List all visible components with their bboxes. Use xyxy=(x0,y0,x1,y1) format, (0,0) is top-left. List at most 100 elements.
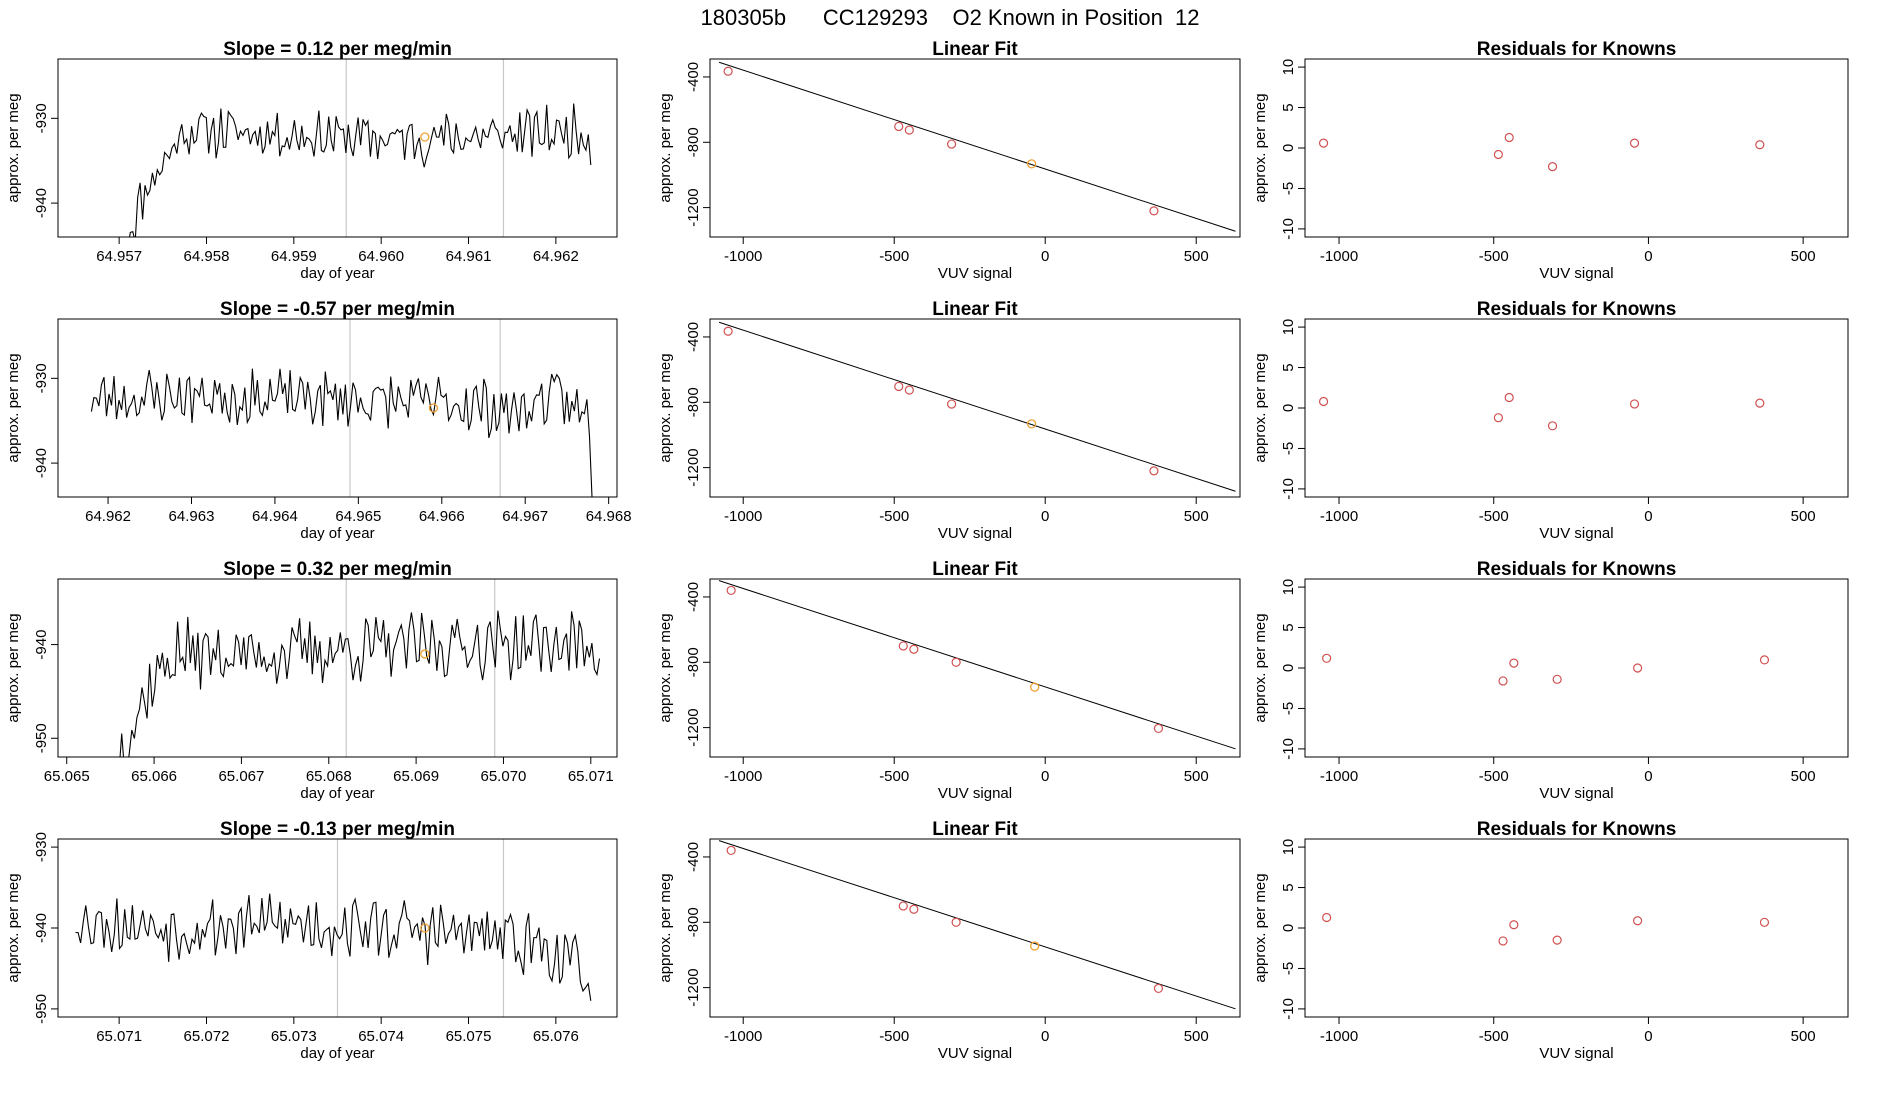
panel-title: Residuals for Knowns xyxy=(1477,39,1677,60)
y-tick-label: -800 xyxy=(685,907,702,937)
y-tick-label: -400 xyxy=(685,582,702,612)
panel-title: Slope = 0.12 per meg/min xyxy=(223,39,452,60)
x-tick-label: -1000 xyxy=(724,768,762,785)
y-tick-label: -400 xyxy=(685,322,702,352)
highlight-point xyxy=(420,649,430,659)
highlight-point xyxy=(1026,419,1037,429)
x-axis-label: VUV signal xyxy=(938,785,1012,802)
residual-point xyxy=(1498,936,1508,946)
residual-point xyxy=(1629,138,1640,148)
panel-residuals-0: Residuals for Knowns -1000 -500 0 500 10 5 0 -5 -… xyxy=(1252,39,1849,282)
highlight-point xyxy=(1029,941,1040,951)
panel-title: Residuals for Knowns xyxy=(1477,819,1677,840)
plot-area xyxy=(718,321,1236,492)
x-tick-label: 0 xyxy=(1644,508,1652,525)
panel-frame xyxy=(709,578,1241,758)
x-tick-label: 64.962 xyxy=(85,508,131,525)
residual-point xyxy=(1547,421,1558,431)
x-axis-label: VUV signal xyxy=(1539,525,1613,542)
panel-residuals-3: Residuals for Knowns -1000 -500 0 500 10 5 0 -5 -… xyxy=(1252,819,1849,1062)
x-tick-label: 500 xyxy=(1184,1028,1209,1045)
residual-point xyxy=(1633,663,1643,673)
panel-frame xyxy=(57,58,618,238)
x-tick-label: 65.072 xyxy=(184,1028,230,1045)
y-tick-label: -10 xyxy=(1280,478,1297,500)
panel-fit-1: Linear Fit -1000 -500 0 500 -400 -800 -1200 VUV … xyxy=(657,299,1241,542)
x-tick-label: 65.071 xyxy=(96,1028,142,1045)
y-tick-label: 5 xyxy=(1280,363,1297,371)
y-tick-label: 5 xyxy=(1280,103,1297,111)
y-tick-label: -930 xyxy=(33,103,50,133)
known-point xyxy=(1149,206,1159,216)
x-tick-label: 65.067 xyxy=(218,768,264,785)
x-axis-label: VUV signal xyxy=(938,265,1012,282)
series-line xyxy=(129,103,592,237)
plot-area xyxy=(1318,132,1765,172)
panel-title: Linear Fit xyxy=(932,39,1018,60)
plot-area xyxy=(1322,912,1770,946)
x-tick-label: -500 xyxy=(1479,508,1509,525)
known-point xyxy=(951,657,961,667)
panel-timeseries-2: Slope = 0.32 per meg/min 65.065 65.066 65.0… xyxy=(5,559,618,802)
y-tick-label: -940 xyxy=(33,630,50,660)
x-tick-label: 500 xyxy=(1184,248,1209,265)
x-tick-label: 500 xyxy=(1791,508,1816,525)
panel-frame xyxy=(1304,578,1849,758)
residual-point xyxy=(1498,676,1508,686)
y-tick-label: -5 xyxy=(1280,702,1297,715)
panel-frame xyxy=(57,578,618,758)
highlight-point xyxy=(1026,159,1037,169)
x-tick-label: 65.068 xyxy=(306,768,352,785)
x-tick-label: -500 xyxy=(879,248,909,265)
x-tick-label: 0 xyxy=(1041,1028,1049,1045)
fit-line xyxy=(718,61,1236,232)
panel-residuals-2: Residuals for Knowns -1000 -500 0 500 10 5 0 -5 -… xyxy=(1252,559,1849,802)
x-axis-label: VUV signal xyxy=(1539,785,1613,802)
y-tick-label: 0 xyxy=(1280,664,1297,672)
plot-area xyxy=(75,839,592,1017)
x-tick-label: 500 xyxy=(1791,248,1816,265)
y-tick-label: 10 xyxy=(1280,839,1297,856)
x-tick-label: -1000 xyxy=(1320,248,1358,265)
x-tick-label: 65.075 xyxy=(446,1028,492,1045)
y-tick-label: -1200 xyxy=(685,448,702,486)
y-tick-label: -400 xyxy=(685,842,702,872)
x-axis-label: VUV signal xyxy=(938,525,1012,542)
y-axis-label: approx. per meg xyxy=(1252,93,1269,202)
x-tick-label: 65.073 xyxy=(271,1028,317,1045)
y-tick-label: -940 xyxy=(33,448,50,478)
fit-line xyxy=(718,840,1236,1010)
x-tick-label: 0 xyxy=(1041,768,1049,785)
x-tick-label: 500 xyxy=(1791,768,1816,785)
panel-timeseries-3: Slope = -0.13 per meg/min 65.071 65.072 65.… xyxy=(5,819,618,1062)
x-axis-label: day of year xyxy=(300,785,374,802)
x-axis-label: VUV signal xyxy=(1539,265,1613,282)
y-axis-label: approx. per meg xyxy=(657,613,674,722)
x-tick-label: 64.962 xyxy=(533,248,579,265)
residual-point xyxy=(1318,396,1329,407)
known-point xyxy=(904,125,914,135)
plot-area xyxy=(119,579,601,757)
y-tick-label: 0 xyxy=(1280,924,1297,932)
y-tick-label: 5 xyxy=(1280,883,1297,891)
known-point xyxy=(1149,466,1159,476)
x-tick-label: 0 xyxy=(1644,1028,1652,1045)
residual-point xyxy=(1755,398,1765,408)
y-axis-label: approx. per meg xyxy=(657,93,674,202)
fit-line xyxy=(718,321,1236,492)
x-tick-label: 64.960 xyxy=(358,248,404,265)
y-axis-label: approx. per meg xyxy=(5,93,22,202)
x-tick-label: -500 xyxy=(1479,768,1509,785)
residual-point xyxy=(1755,140,1765,150)
x-tick-label: 64.965 xyxy=(335,508,381,525)
y-tick-label: -10 xyxy=(1280,998,1297,1020)
residual-point xyxy=(1547,162,1558,172)
series-line xyxy=(90,368,593,497)
y-tick-label: -5 xyxy=(1280,182,1297,195)
highlight-point xyxy=(420,132,430,142)
panel-residuals-1: Residuals for Knowns -1000 -500 0 500 10 5 0 -5 -… xyxy=(1252,299,1849,542)
fit-line xyxy=(718,580,1236,750)
x-tick-label: -1000 xyxy=(724,248,762,265)
panel-frame xyxy=(57,838,618,1018)
known-point xyxy=(1153,983,1164,994)
